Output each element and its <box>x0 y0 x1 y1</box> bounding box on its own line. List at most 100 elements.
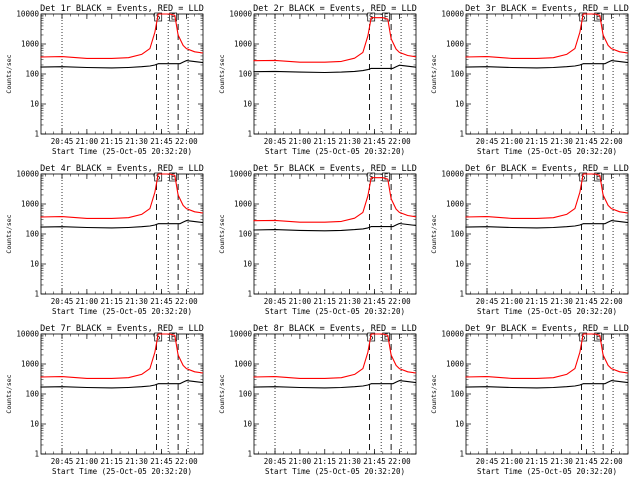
x-tick-label: 22:00 <box>175 457 198 466</box>
x-axis-label: Start Time (25-Oct-05 20:32:20) <box>52 307 192 316</box>
x-tick-label: 22:00 <box>388 137 411 146</box>
y-tick-label: 10 <box>30 420 40 429</box>
series-line-lld <box>465 173 629 219</box>
time-marker-box <box>594 332 602 342</box>
time-marker-label: S <box>581 173 586 182</box>
x-tick-label: 20:45 <box>264 457 287 466</box>
y-axis-label: Counts/sec <box>430 214 438 253</box>
y-tick-label: 1000 <box>21 40 40 49</box>
time-marker-label: S <box>369 173 374 182</box>
panel-2: Det 2r BLACK = Events, RED = LLD 1 10 100 10… <box>218 4 417 156</box>
panel-3: Det 3r BLACK = Events, RED = LLD 1 10 100 10… <box>430 4 629 156</box>
time-marker-label: E <box>171 13 176 22</box>
panel-title: Det 1r BLACK = Events, RED = LLD <box>40 4 204 14</box>
plot-frame <box>40 173 204 295</box>
y-tick-label: 1000 <box>446 200 465 209</box>
y-tick-label: 10 <box>30 260 40 269</box>
y-axis-label: Counts/sec <box>5 54 13 93</box>
x-tick-label: 22:00 <box>175 137 198 146</box>
x-tick-label: 21:30 <box>550 297 573 306</box>
x-tick-label: 21:30 <box>125 137 148 146</box>
time-marker-label: E <box>596 333 601 342</box>
series-line-events <box>40 220 204 229</box>
panel-title: Det 9r BLACK = Events, RED = LLD <box>465 324 629 334</box>
y-tick-label: 1000 <box>234 40 253 49</box>
series-line-events <box>40 60 204 69</box>
x-tick-label: 21:45 <box>575 457 598 466</box>
time-marker-label: S <box>156 13 161 22</box>
time-marker-label: S <box>156 333 161 342</box>
time-marker-label: E <box>384 173 389 182</box>
x-tick-label: 21:45 <box>150 457 173 466</box>
time-marker-box <box>594 12 602 22</box>
y-tick-label: 100 <box>450 230 464 239</box>
time-marker-box <box>154 12 163 22</box>
y-axis-label: Counts/sec <box>218 54 226 93</box>
x-axis-label: Start Time (25-Oct-05 20:32:20) <box>477 467 617 476</box>
x-tick-label: 22:00 <box>388 297 411 306</box>
x-tick-label: 22:00 <box>600 137 623 146</box>
x-tick-label: 21:00 <box>76 297 99 306</box>
panel-title: Det 7r BLACK = Events, RED = LLD <box>40 324 204 334</box>
plot-frame <box>253 333 417 455</box>
panel-5: Det 5r BLACK = Events, RED = LLD 1 10 100 10… <box>218 164 417 316</box>
time-marker-label: E <box>384 13 389 22</box>
y-tick-label: 100 <box>238 390 252 399</box>
y-axis-label: Counts/sec <box>5 374 13 413</box>
series-line-events <box>465 220 629 229</box>
x-tick-label: 21:45 <box>575 137 598 146</box>
x-tick-label: 21:00 <box>501 297 524 306</box>
x-tick-label: 21:30 <box>338 457 361 466</box>
y-tick-label: 1000 <box>446 40 465 49</box>
y-tick-label: 10000 <box>16 10 39 19</box>
y-axis-label: Counts/sec <box>5 214 13 253</box>
panel-title: Det 5r BLACK = Events, RED = LLD <box>253 164 417 174</box>
x-tick-label: 21:15 <box>313 137 336 146</box>
x-tick-label: 21:15 <box>313 457 336 466</box>
x-tick-label: 21:30 <box>550 457 573 466</box>
time-marker-box <box>169 12 177 22</box>
x-axis-label: Start Time (25-Oct-05 20:32:20) <box>265 147 405 156</box>
y-tick-label: 10 <box>243 100 253 109</box>
x-tick-label: 21:00 <box>289 457 312 466</box>
y-tick-label: 1 <box>34 290 39 299</box>
x-tick-label: 22:00 <box>175 297 198 306</box>
x-tick-label: 20:45 <box>51 457 74 466</box>
panel-title: Det 2r BLACK = Events, RED = LLD <box>253 4 417 14</box>
y-axis-label: Counts/sec <box>430 374 438 413</box>
plot-frame <box>253 13 417 135</box>
panel-7: Det 7r BLACK = Events, RED = LLD 1 10 100 10… <box>5 324 204 476</box>
x-axis-label: Start Time (25-Oct-05 20:32:20) <box>477 307 617 316</box>
x-tick-label: 21:45 <box>363 137 386 146</box>
x-tick-label: 20:45 <box>51 137 74 146</box>
series-line-lld <box>253 177 417 223</box>
y-tick-label: 1 <box>247 130 252 139</box>
y-tick-label: 1 <box>247 450 252 459</box>
y-tick-label: 100 <box>25 390 39 399</box>
panel-8: Det 8r BLACK = Events, RED = LLD 1 10 100 10… <box>218 324 417 476</box>
x-tick-label: 21:45 <box>150 297 173 306</box>
x-tick-label: 21:15 <box>525 137 548 146</box>
x-tick-label: 21:15 <box>313 297 336 306</box>
time-marker-label: E <box>171 333 176 342</box>
time-marker-box <box>154 172 163 182</box>
y-tick-label: 100 <box>238 230 252 239</box>
panel-title: Det 6r BLACK = Events, RED = LLD <box>465 164 629 174</box>
x-tick-label: 20:45 <box>476 137 499 146</box>
plot-frame <box>465 13 629 135</box>
time-marker-box <box>367 172 376 182</box>
time-marker-box <box>579 332 588 342</box>
time-marker-label: E <box>384 333 389 342</box>
panel-4: Det 4r BLACK = Events, RED = LLD 1 10 100 10… <box>5 164 204 316</box>
series-line-events <box>253 64 417 74</box>
x-tick-label: 21:15 <box>100 457 123 466</box>
x-tick-label: 20:45 <box>476 457 499 466</box>
series-line-events <box>253 380 417 389</box>
plot-frame <box>253 173 417 295</box>
y-tick-label: 10 <box>455 100 465 109</box>
y-tick-label: 100 <box>25 230 39 239</box>
series-line-lld <box>40 13 204 59</box>
x-tick-label: 21:00 <box>76 457 99 466</box>
y-tick-label: 1 <box>34 130 39 139</box>
x-tick-label: 21:30 <box>550 137 573 146</box>
